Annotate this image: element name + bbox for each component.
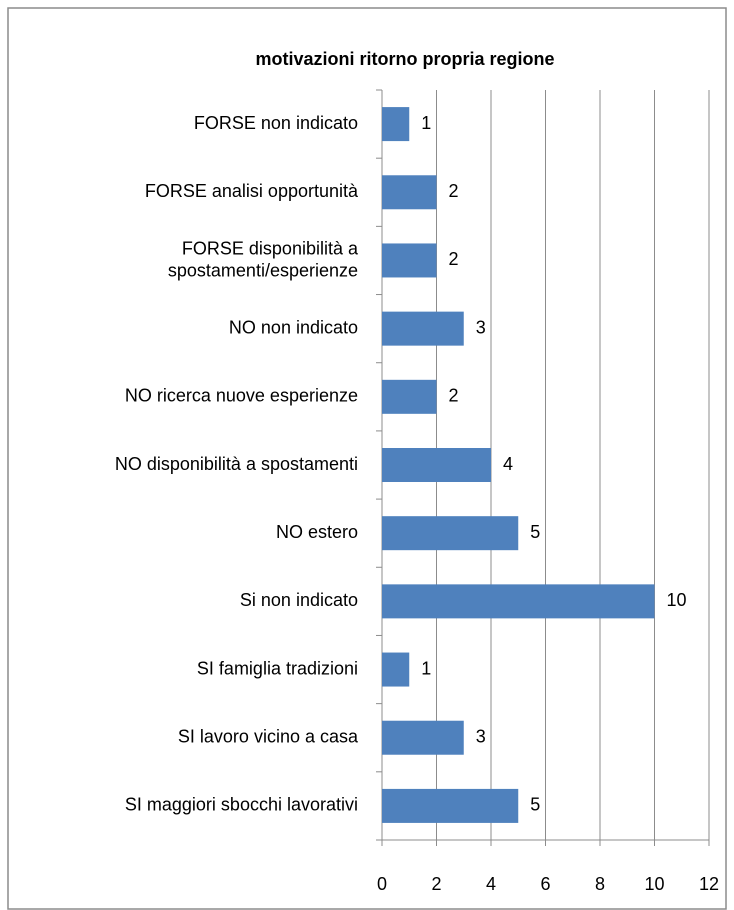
bar	[382, 652, 410, 687]
bar	[382, 311, 464, 346]
y-tick-label: NO disponibilità a spostamenti	[115, 454, 358, 474]
bar	[382, 379, 437, 414]
data-label: 5	[530, 522, 540, 542]
y-tick-label: NO estero	[276, 522, 358, 542]
bar	[382, 175, 437, 210]
chart-frame	[7, 7, 727, 910]
data-label: 2	[449, 181, 459, 201]
data-label: 1	[421, 658, 431, 678]
x-tick-label: 12	[699, 874, 719, 894]
data-label: 4	[503, 454, 513, 474]
y-tick-label: SI famiglia tradizioni	[197, 658, 358, 678]
x-tick-label: 2	[431, 874, 441, 894]
y-tick-label: NO non indicato	[229, 317, 358, 337]
y-tick-label: FORSE analisi opportunità	[145, 181, 359, 201]
bar	[382, 516, 519, 551]
x-tick-label: 6	[540, 874, 550, 894]
data-label: 3	[476, 317, 486, 337]
bar	[382, 788, 519, 823]
bar	[382, 107, 410, 142]
x-tick-label: 0	[377, 874, 387, 894]
x-tick-label: 8	[595, 874, 605, 894]
bar	[382, 448, 491, 482]
bar	[382, 584, 655, 619]
data-label: 2	[449, 249, 459, 269]
data-label: 2	[449, 386, 459, 406]
chart-title: motivazioni ritorno propria regione	[255, 49, 554, 69]
data-label: 10	[667, 590, 687, 610]
data-label: 3	[476, 726, 486, 746]
data-label: 5	[530, 795, 540, 815]
y-tick-label: Si non indicato	[240, 590, 358, 610]
y-tick-label: SI lavoro vicino a casa	[178, 726, 359, 746]
y-tick-label: SI maggiori sbocchi lavorativi	[125, 795, 358, 815]
bar	[382, 720, 464, 755]
y-tick-label: FORSE non indicato	[194, 113, 358, 133]
x-tick-label: 10	[644, 874, 664, 894]
y-tick-label: NO ricerca nuove esperienze	[125, 386, 358, 406]
bar	[382, 243, 437, 278]
x-tick-label: 4	[486, 874, 496, 894]
y-tick-label: FORSE disponibilità a spostamenti/esperie…	[168, 238, 359, 280]
data-label: 1	[421, 113, 431, 133]
